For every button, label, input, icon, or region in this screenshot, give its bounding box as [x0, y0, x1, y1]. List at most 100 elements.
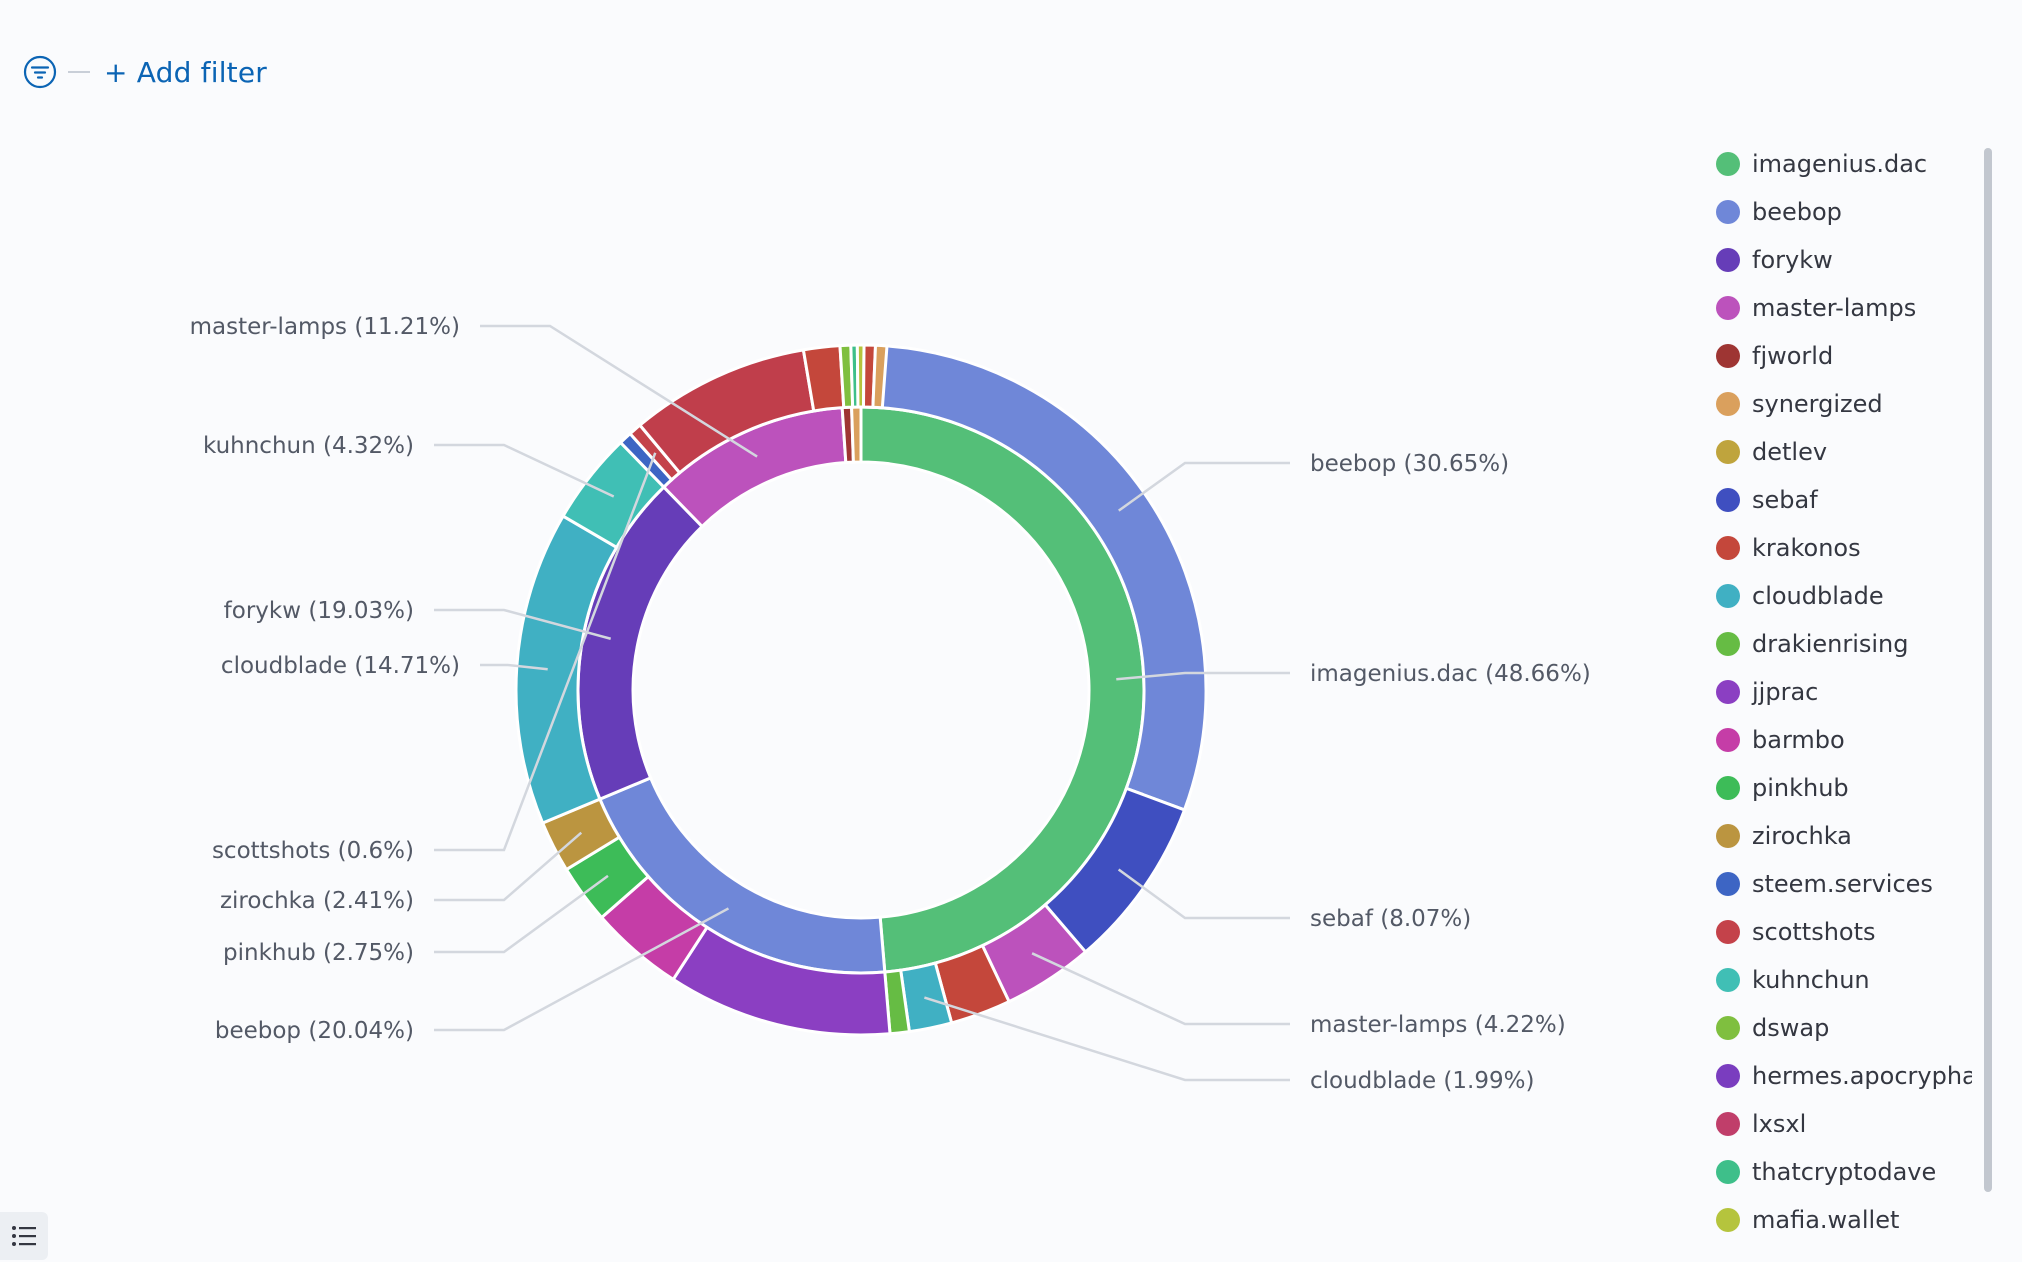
legend-dot-icon: [1716, 296, 1740, 320]
legend-label: steem.services: [1752, 870, 1933, 898]
legend-dot-icon: [1716, 1160, 1740, 1184]
slice-annotation: kuhnchun (4.32%): [203, 433, 414, 459]
legend-item[interactable]: scottshots: [1716, 908, 1972, 956]
legend-item[interactable]: master-lamps: [1716, 284, 1972, 332]
legend-label: cloudblade: [1752, 582, 1884, 610]
annotation-leader-line: [924, 996, 1290, 1082]
legend-item[interactable]: zirochka: [1716, 812, 1972, 860]
legend-label: beebop: [1752, 198, 1842, 226]
legend-dot-icon: [1716, 152, 1740, 176]
legend-item[interactable]: drakienrising: [1716, 620, 1972, 668]
legend-item[interactable]: forykw: [1716, 236, 1972, 284]
legend-item[interactable]: synergized: [1716, 380, 1972, 428]
list-icon[interactable]: [0, 1212, 48, 1260]
legend-dot-icon: [1716, 824, 1740, 848]
legend-item[interactable]: lxsxl: [1716, 1100, 1972, 1148]
annotation-leader-line: [480, 324, 758, 458]
legend-dot-icon: [1716, 536, 1740, 560]
legend-dot-icon: [1716, 1016, 1740, 1040]
filter-icon[interactable]: [22, 54, 58, 90]
legend-dot-icon: [1716, 584, 1740, 608]
legend-dot-icon: [1716, 440, 1740, 464]
slice-annotation: master-lamps (4.22%): [1310, 1012, 1566, 1038]
legend-item[interactable]: sebaf: [1716, 476, 1972, 524]
legend-label: zirochka: [1752, 822, 1852, 850]
add-filter-button[interactable]: + Add filter: [104, 55, 268, 89]
annotation-leader-line: [434, 874, 609, 954]
legend-dot-icon: [1716, 248, 1740, 272]
slice-annotation: cloudblade (14.71%): [221, 653, 460, 679]
chart-legend: imagenius.dac beebop forykw master-lamps fjw…: [1716, 140, 1972, 1240]
annotation-leader-line: [480, 663, 548, 671]
legend-dot-icon: [1716, 1064, 1740, 1088]
legend-item[interactable]: fjworld: [1716, 332, 1972, 380]
slice-annotation: zirochka (2.41%): [220, 888, 414, 914]
legend-dot-icon: [1716, 728, 1740, 752]
legend-label: barmbo: [1752, 726, 1845, 754]
filter-separator: [68, 71, 90, 73]
legend-item[interactable]: imagenius.dac: [1716, 140, 1972, 188]
slice-annotation: forykw (19.03%): [224, 598, 414, 624]
legend-item[interactable]: barmbo: [1716, 716, 1972, 764]
legend-item[interactable]: steem.services: [1716, 860, 1972, 908]
slice-annotation: imagenius.dac (48.66%): [1310, 661, 1591, 687]
legend-item[interactable]: krakonos: [1716, 524, 1972, 572]
legend-dot-icon: [1716, 968, 1740, 992]
legend-label: master-lamps: [1752, 294, 1917, 322]
legend-label: synergized: [1752, 390, 1883, 418]
legend-dot-icon: [1716, 200, 1740, 224]
legend-item[interactable]: cloudblade: [1716, 572, 1972, 620]
legend-item[interactable]: hermes.apocrypha: [1716, 1052, 1972, 1100]
legend-item[interactable]: kuhnchun: [1716, 956, 1972, 1004]
annotation-leader-line: [434, 443, 615, 498]
legend-label: kuhnchun: [1752, 966, 1870, 994]
legend-dot-icon: [1716, 1208, 1740, 1232]
legend-label: jjprac: [1752, 678, 1819, 706]
legend-label: imagenius.dac: [1752, 150, 1928, 178]
legend-label: scottshots: [1752, 918, 1876, 946]
legend-dot-icon: [1716, 488, 1740, 512]
annotation-leader-line: [1116, 671, 1290, 681]
legend-label: drakienrising: [1752, 630, 1909, 658]
slice-annotation: pinkhub (2.75%): [223, 940, 414, 966]
legend-dot-icon: [1716, 872, 1740, 896]
legend-label: sebaf: [1752, 486, 1818, 514]
donut-chart: master-lamps (11.21%) kuhnchun (4.32%) for…: [190, 314, 1591, 1094]
legend-scrollbar[interactable]: [1984, 148, 1992, 1192]
legend-item[interactable]: detlev: [1716, 428, 1972, 476]
slice-annotation: beebop (20.04%): [215, 1018, 414, 1044]
legend-dot-icon: [1716, 1112, 1740, 1136]
slice-annotation: cloudblade (1.99%): [1310, 1068, 1534, 1094]
legend-label: mafia.wallet: [1752, 1206, 1900, 1234]
inner-ring-slice[interactable]: [850, 405, 863, 464]
annotation-leader-line: [1031, 952, 1290, 1026]
legend-dot-icon: [1716, 344, 1740, 368]
annotation-leader-line: [434, 452, 657, 852]
slice-annotation: sebaf (8.07%): [1310, 906, 1471, 932]
slice-annotation: beebop (30.65%): [1310, 451, 1509, 477]
legend-label: detlev: [1752, 438, 1828, 466]
annotation-leader-line: [434, 907, 730, 1032]
legend-label: pinkhub: [1752, 774, 1849, 802]
legend-item[interactable]: dswap: [1716, 1004, 1972, 1052]
legend-item[interactable]: jjprac: [1716, 668, 1972, 716]
legend-item[interactable]: thatcryptodave: [1716, 1148, 1972, 1196]
legend-dot-icon: [1716, 392, 1740, 416]
annotation-leader-line: [1118, 461, 1290, 512]
legend-item[interactable]: pinkhub: [1716, 764, 1972, 812]
annotation-leader-line: [434, 831, 583, 902]
legend-label: dswap: [1752, 1014, 1830, 1042]
filter-bar: + Add filter: [22, 52, 267, 92]
legend-label: fjworld: [1752, 342, 1834, 370]
annotation-leader-line: [1117, 868, 1290, 920]
legend-dot-icon: [1716, 920, 1740, 944]
outer-ring-slice[interactable]: [871, 343, 889, 410]
legend-label: forykw: [1752, 246, 1833, 274]
slice-annotation: scottshots (0.6%): [212, 838, 414, 864]
legend-item[interactable]: mafia.wallet: [1716, 1196, 1972, 1240]
legend-item[interactable]: beebop: [1716, 188, 1972, 236]
slice-annotation: master-lamps (11.21%): [190, 314, 460, 340]
annotation-leader-line: [434, 608, 612, 640]
legend-label: thatcryptodave: [1752, 1158, 1937, 1186]
legend-dot-icon: [1716, 680, 1740, 704]
